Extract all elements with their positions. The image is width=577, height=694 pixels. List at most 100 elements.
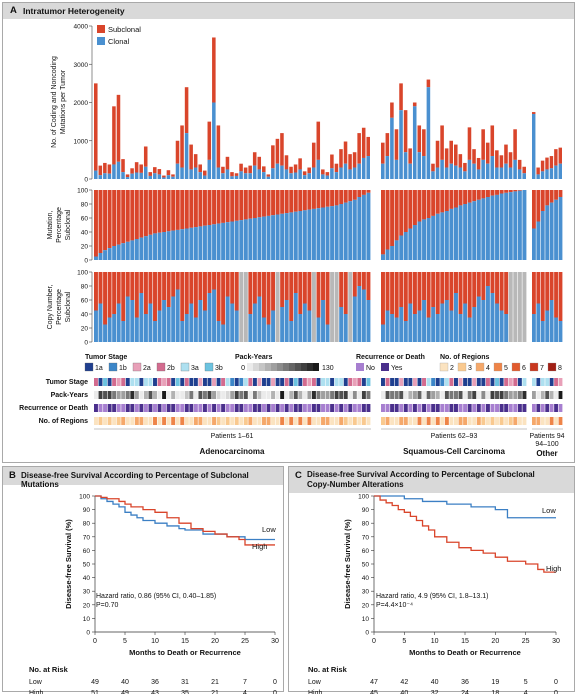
mutpct-bar-clonal bbox=[343, 202, 348, 260]
mut-bar-clonal bbox=[381, 163, 385, 179]
track-py-cell bbox=[517, 391, 522, 399]
km-c-ytick-label: 10 bbox=[362, 616, 370, 623]
track-stage-cell bbox=[121, 378, 126, 386]
track-rec-cell bbox=[463, 404, 468, 412]
track-region-cell bbox=[198, 417, 203, 425]
mutpct-bar-subclonal bbox=[139, 190, 144, 238]
track-py-cell bbox=[513, 391, 518, 399]
track-region-cell bbox=[490, 417, 495, 425]
km-b-xtick-label: 25 bbox=[241, 638, 249, 645]
track-rec-cell bbox=[554, 404, 558, 412]
mutpct-bar-clonal bbox=[476, 199, 481, 260]
mutpct-bar-subclonal bbox=[116, 190, 121, 245]
mut-bar-subclonal bbox=[262, 166, 266, 173]
km-c-ytick-label: 50 bbox=[362, 562, 370, 569]
track-py-cell bbox=[495, 391, 500, 399]
mut-bar-clonal bbox=[467, 159, 472, 179]
mutpct-bar-clonal bbox=[334, 205, 339, 260]
mutpct-bar-subclonal bbox=[243, 190, 248, 220]
cnpct-bar-subclonal bbox=[495, 272, 500, 304]
mut-bar-clonal bbox=[508, 167, 513, 179]
cnpct-bar-subclonal bbox=[485, 272, 490, 286]
mut-ytick-label: 1000 bbox=[74, 138, 89, 145]
mut-bar-clonal bbox=[454, 165, 458, 179]
mut-bar-subclonal bbox=[121, 159, 125, 173]
cnpct-bar-clonal bbox=[280, 307, 285, 342]
track-stage-cell bbox=[184, 378, 189, 386]
cnpct-bar-clonal bbox=[426, 317, 431, 342]
track-stage-cell bbox=[458, 378, 463, 386]
cnpct-ytick-label: 0 bbox=[84, 340, 88, 347]
track-region-cell bbox=[513, 417, 518, 425]
track-stage-cell bbox=[408, 378, 413, 386]
track-rec-cell bbox=[311, 404, 316, 412]
mutpct-bar-clonal bbox=[522, 190, 527, 260]
mutpct-bar-subclonal bbox=[298, 190, 303, 211]
track-rec-cell bbox=[212, 404, 217, 412]
cnpct-bar-subclonal bbox=[499, 272, 504, 311]
track-region-cell bbox=[508, 417, 513, 425]
mutpct-bar-clonal bbox=[449, 208, 454, 260]
mut-bar-subclonal bbox=[481, 129, 485, 160]
km-b-ytick-label: 30 bbox=[83, 589, 91, 596]
cnpct-bar-clonal bbox=[422, 300, 427, 342]
track-rec-cell bbox=[435, 404, 440, 412]
cnpct-bar-clonal bbox=[307, 310, 312, 342]
track-rec-cell bbox=[485, 404, 490, 412]
mutpct-bar-subclonal bbox=[385, 190, 390, 250]
legend-py-swatch bbox=[289, 363, 295, 371]
mut-bar-subclonal bbox=[302, 171, 307, 176]
mut-bar-clonal bbox=[348, 169, 352, 179]
mut-bar-subclonal bbox=[426, 79, 431, 88]
cnpct-bar-clonal bbox=[225, 296, 230, 342]
cnpct-bar-clonal bbox=[130, 300, 135, 342]
cnpct-bar-clonal bbox=[212, 289, 217, 342]
cnpct-bar-unknown bbox=[239, 272, 244, 342]
cnpct-ytick-label: 80 bbox=[81, 284, 89, 291]
mut-ytick-label: 4000 bbox=[74, 24, 89, 31]
km-c-ylabel: Disease-free Survival (%) bbox=[343, 519, 352, 609]
mutpct-bar-clonal bbox=[202, 225, 207, 260]
track-region-cell bbox=[463, 417, 468, 425]
mut-bar-clonal bbox=[431, 171, 435, 179]
mutpct-ylabel-1: Mutation, bbox=[47, 211, 54, 240]
mut-bar-subclonal bbox=[476, 157, 481, 170]
cnpct-bar-clonal bbox=[499, 310, 504, 342]
cnpct-bar-subclonal bbox=[476, 272, 481, 297]
track-region-cell bbox=[239, 417, 244, 425]
mut-bar-subclonal bbox=[316, 121, 321, 160]
mutpct-bar-clonal bbox=[298, 211, 303, 260]
track-rec-cell bbox=[408, 404, 413, 412]
track-stage-cell bbox=[153, 378, 157, 386]
track-region-cell bbox=[103, 417, 108, 425]
cnpct-bar-clonal bbox=[302, 303, 307, 342]
mutpct-bar-subclonal bbox=[257, 190, 262, 218]
cnpct-bar-clonal bbox=[257, 296, 262, 342]
cnpct-bar-subclonal bbox=[280, 272, 285, 307]
track-region-cell bbox=[549, 417, 554, 425]
mut-bar-subclonal bbox=[298, 158, 302, 170]
mut-bar-subclonal bbox=[321, 169, 325, 175]
track-py-cell bbox=[499, 391, 504, 399]
mut-bar-clonal bbox=[175, 163, 180, 179]
track-region-cell bbox=[444, 417, 449, 425]
track-stage-cell bbox=[325, 378, 330, 386]
track-stage-cell bbox=[426, 378, 431, 386]
legend-stage-swatch bbox=[156, 362, 166, 372]
mut-bar-subclonal bbox=[94, 83, 98, 171]
cnpct-bar-subclonal bbox=[558, 272, 563, 321]
legend-rec-yes-label: Yes bbox=[391, 365, 403, 372]
mut-bar-clonal bbox=[339, 167, 343, 179]
km-b-label-low: Low bbox=[262, 525, 276, 534]
cnpct-bar-subclonal bbox=[422, 272, 427, 300]
track-rec-cell bbox=[532, 404, 536, 412]
mut-bar-clonal bbox=[311, 167, 316, 179]
cnpct-bar-subclonal bbox=[189, 272, 194, 304]
track-stage-cell bbox=[321, 378, 325, 386]
cnpct-bar-subclonal bbox=[316, 272, 321, 318]
track-region-cell bbox=[412, 417, 417, 425]
mut-ylabel-1: No. of Coding and Noncoding bbox=[51, 56, 58, 148]
track-py-cell bbox=[284, 391, 289, 399]
track-rec-cell bbox=[352, 404, 357, 412]
track-py-cell bbox=[381, 391, 385, 399]
